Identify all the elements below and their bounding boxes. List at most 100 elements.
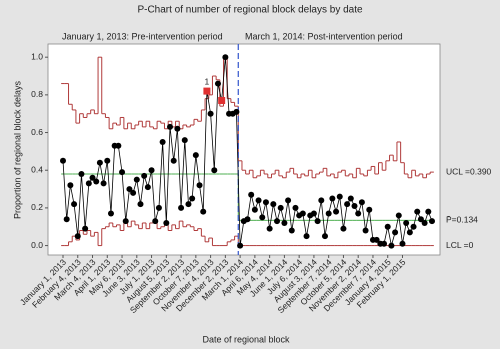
- data-point: [388, 242, 395, 249]
- data-point: [144, 184, 151, 191]
- flag-label: 1: [205, 76, 210, 86]
- data-point: [429, 218, 435, 225]
- data-point: [303, 233, 310, 240]
- data-point: [89, 174, 96, 181]
- data-point: [96, 159, 103, 166]
- y-axis-title: Proportion of regional block delays: [12, 80, 22, 219]
- data-point: [174, 125, 181, 132]
- data-point: [406, 229, 413, 236]
- data-point: [122, 218, 129, 225]
- data-point: [414, 208, 421, 215]
- data-point: [126, 186, 133, 193]
- data-point: [288, 227, 295, 234]
- data-point: [292, 204, 299, 211]
- y-tick-label: 0.8: [31, 89, 43, 99]
- y-tick-label: 0.4: [31, 164, 43, 174]
- data-point: [152, 218, 159, 225]
- data-point: [107, 210, 114, 217]
- data-point: [130, 189, 137, 196]
- data-point: [329, 195, 336, 202]
- data-point: [119, 169, 126, 176]
- data-point: [93, 178, 100, 185]
- data-point: [421, 219, 428, 226]
- x-axis-title: Date of regional block: [202, 334, 290, 344]
- data-point: [299, 210, 306, 217]
- data-point: [170, 157, 177, 164]
- data-point: [274, 218, 281, 225]
- data-point: [325, 210, 332, 217]
- data-point: [71, 201, 78, 208]
- data-point: [277, 204, 284, 211]
- data-point: [244, 216, 251, 223]
- data-point: [222, 54, 229, 61]
- data-point: [399, 240, 406, 247]
- data-point: [200, 208, 207, 215]
- data-point: [321, 233, 328, 240]
- data-point: [233, 108, 240, 115]
- data-point: [133, 176, 140, 183]
- data-point: [196, 182, 203, 189]
- data-point: [340, 225, 347, 232]
- data-point: [74, 233, 81, 240]
- data-point: [255, 197, 262, 204]
- period-label: January 1, 2013: Pre-intervention period: [62, 31, 223, 41]
- data-point: [403, 219, 410, 226]
- data-point: [281, 219, 288, 226]
- data-point: [366, 206, 373, 213]
- data-point: [351, 203, 358, 210]
- data-point: [104, 157, 111, 164]
- data-point: [347, 195, 354, 202]
- data-point: [395, 212, 402, 219]
- data-point: [336, 193, 343, 200]
- data-point: [155, 204, 162, 211]
- data-point: [207, 110, 214, 117]
- data-point: [333, 208, 340, 215]
- flagged-point: [203, 87, 211, 95]
- lcl-label: LCL =0: [446, 240, 474, 250]
- y-tick-label: 1.0: [31, 51, 43, 61]
- data-point: [148, 167, 155, 174]
- data-point: [189, 195, 196, 202]
- data-point: [362, 227, 369, 234]
- data-point: [417, 216, 424, 223]
- data-point: [410, 223, 417, 230]
- ucl-label: UCL =0.390: [446, 166, 492, 176]
- data-point: [237, 242, 244, 249]
- data-point: [310, 210, 317, 217]
- data-point: [384, 223, 391, 230]
- flagged-point: [218, 97, 226, 105]
- data-point: [67, 182, 74, 189]
- data-point: [266, 225, 273, 232]
- data-point: [425, 208, 432, 215]
- data-point: [344, 201, 351, 208]
- data-point: [141, 172, 148, 179]
- data-point: [314, 218, 321, 225]
- data-point: [115, 142, 122, 149]
- data-point: [248, 191, 255, 198]
- data-point: [285, 197, 292, 204]
- data-point: [251, 206, 258, 213]
- data-point: [192, 152, 199, 159]
- data-point: [259, 214, 266, 221]
- data-point: [270, 201, 277, 208]
- data-point: [358, 199, 365, 206]
- data-point: [82, 225, 89, 232]
- data-point: [181, 137, 188, 144]
- data-point: [392, 229, 399, 236]
- data-point: [214, 80, 221, 87]
- center-label: P̄=0.134: [446, 215, 478, 225]
- data-point: [85, 180, 92, 187]
- data-point: [167, 123, 174, 130]
- data-point: [178, 204, 185, 211]
- data-point: [63, 216, 70, 223]
- chart-title: P-Chart of number of regional block dela…: [137, 5, 363, 16]
- data-point: [163, 219, 170, 226]
- y-tick-label: 0.2: [31, 202, 43, 212]
- data-point: [262, 199, 269, 206]
- data-point: [137, 201, 144, 208]
- y-tick-label: 0.0: [31, 240, 43, 250]
- data-point: [381, 240, 388, 247]
- y-tick-label: 0.6: [31, 127, 43, 137]
- data-point: [185, 201, 192, 208]
